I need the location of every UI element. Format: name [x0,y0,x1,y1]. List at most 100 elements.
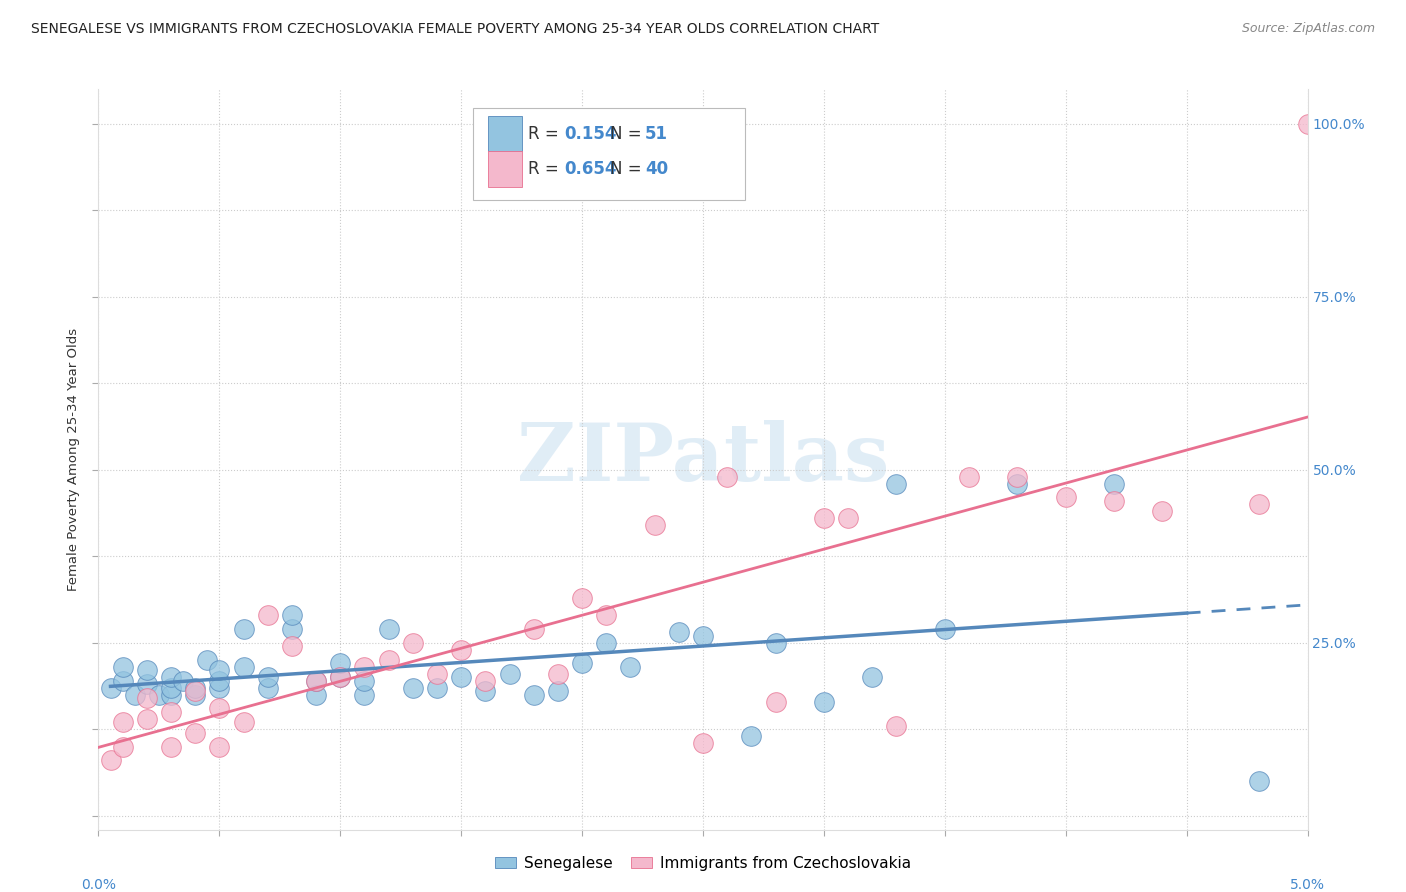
Point [353,660,375,674]
Point [426,681,449,695]
Point [740,729,762,743]
Point [837,511,859,525]
FancyBboxPatch shape [488,152,522,187]
Text: 5.0%: 5.0% [1291,878,1324,892]
FancyBboxPatch shape [474,108,745,201]
Point [232,622,254,636]
Point [1007,476,1029,491]
Point [160,705,183,719]
Point [450,670,472,684]
Point [135,677,157,691]
Point [377,622,399,636]
Y-axis label: Female Poverty Among 25-34 Year Olds: Female Poverty Among 25-34 Year Olds [66,328,80,591]
Point [886,719,908,733]
Point [100,681,122,695]
Point [692,629,714,643]
Point [281,639,304,653]
Point [886,476,908,491]
Text: 0.154: 0.154 [564,125,616,143]
Text: 51: 51 [645,125,668,143]
Point [402,681,425,695]
Point [208,673,231,688]
Legend: Senegalese, Immigrants from Czechoslovakia: Senegalese, Immigrants from Czechoslovak… [489,850,917,877]
Point [160,670,183,684]
Point [934,622,956,636]
Point [353,673,375,688]
Text: 0.654: 0.654 [564,161,616,178]
Text: R =: R = [527,161,564,178]
Point [256,681,278,695]
Point [860,670,883,684]
Point [111,715,134,730]
Text: SENEGALESE VS IMMIGRANTS FROM CZECHOSLOVAKIA FEMALE POVERTY AMONG 25-34 YEAR OLD: SENEGALESE VS IMMIGRANTS FROM CZECHOSLOV… [31,22,879,37]
Point [765,694,787,708]
Point [668,625,690,640]
Point [135,691,157,706]
Point [644,518,666,533]
Point [111,739,134,754]
Point [160,681,183,695]
Point [1249,774,1271,789]
Text: N =: N = [610,125,647,143]
Point [160,739,183,754]
Point [1054,491,1077,505]
Point [111,673,134,688]
Point [1296,117,1319,131]
Point [523,688,546,702]
Point [135,712,157,726]
Point [232,660,254,674]
Point [547,666,569,681]
Point [135,664,157,678]
Point [595,608,617,623]
Point [195,653,218,667]
Point [208,664,231,678]
Point [184,688,207,702]
Point [1249,497,1271,511]
Text: 40: 40 [645,161,668,178]
Point [547,684,569,698]
Point [100,753,122,767]
Point [498,666,520,681]
Point [450,642,472,657]
Point [619,660,641,674]
Point [329,670,352,684]
Point [474,673,496,688]
Point [692,736,714,750]
Point [111,660,134,674]
Point [232,715,254,730]
Point [184,725,207,739]
Point [256,670,278,684]
Point [1102,494,1125,508]
Point [256,608,278,623]
Point [595,636,617,650]
Point [305,673,328,688]
Text: ZIPatlas: ZIPatlas [517,420,889,499]
Point [329,670,352,684]
Point [172,673,194,688]
FancyBboxPatch shape [488,116,522,152]
Text: Source: ZipAtlas.com: Source: ZipAtlas.com [1241,22,1375,36]
Point [184,681,207,695]
Point [281,622,304,636]
Point [523,622,546,636]
Point [402,636,425,650]
Point [124,688,146,702]
Text: 0.0%: 0.0% [82,878,115,892]
Text: N =: N = [610,161,647,178]
Point [208,681,231,695]
Point [160,688,183,702]
Point [353,688,375,702]
Point [571,657,593,671]
Point [1152,504,1174,518]
Point [765,636,787,650]
Point [813,511,835,525]
Text: R =: R = [527,125,564,143]
Point [1102,476,1125,491]
Point [377,653,399,667]
Point [208,739,231,754]
Point [184,684,207,698]
Point [426,666,449,681]
Point [148,688,170,702]
Point [329,657,352,671]
Point [208,701,231,715]
